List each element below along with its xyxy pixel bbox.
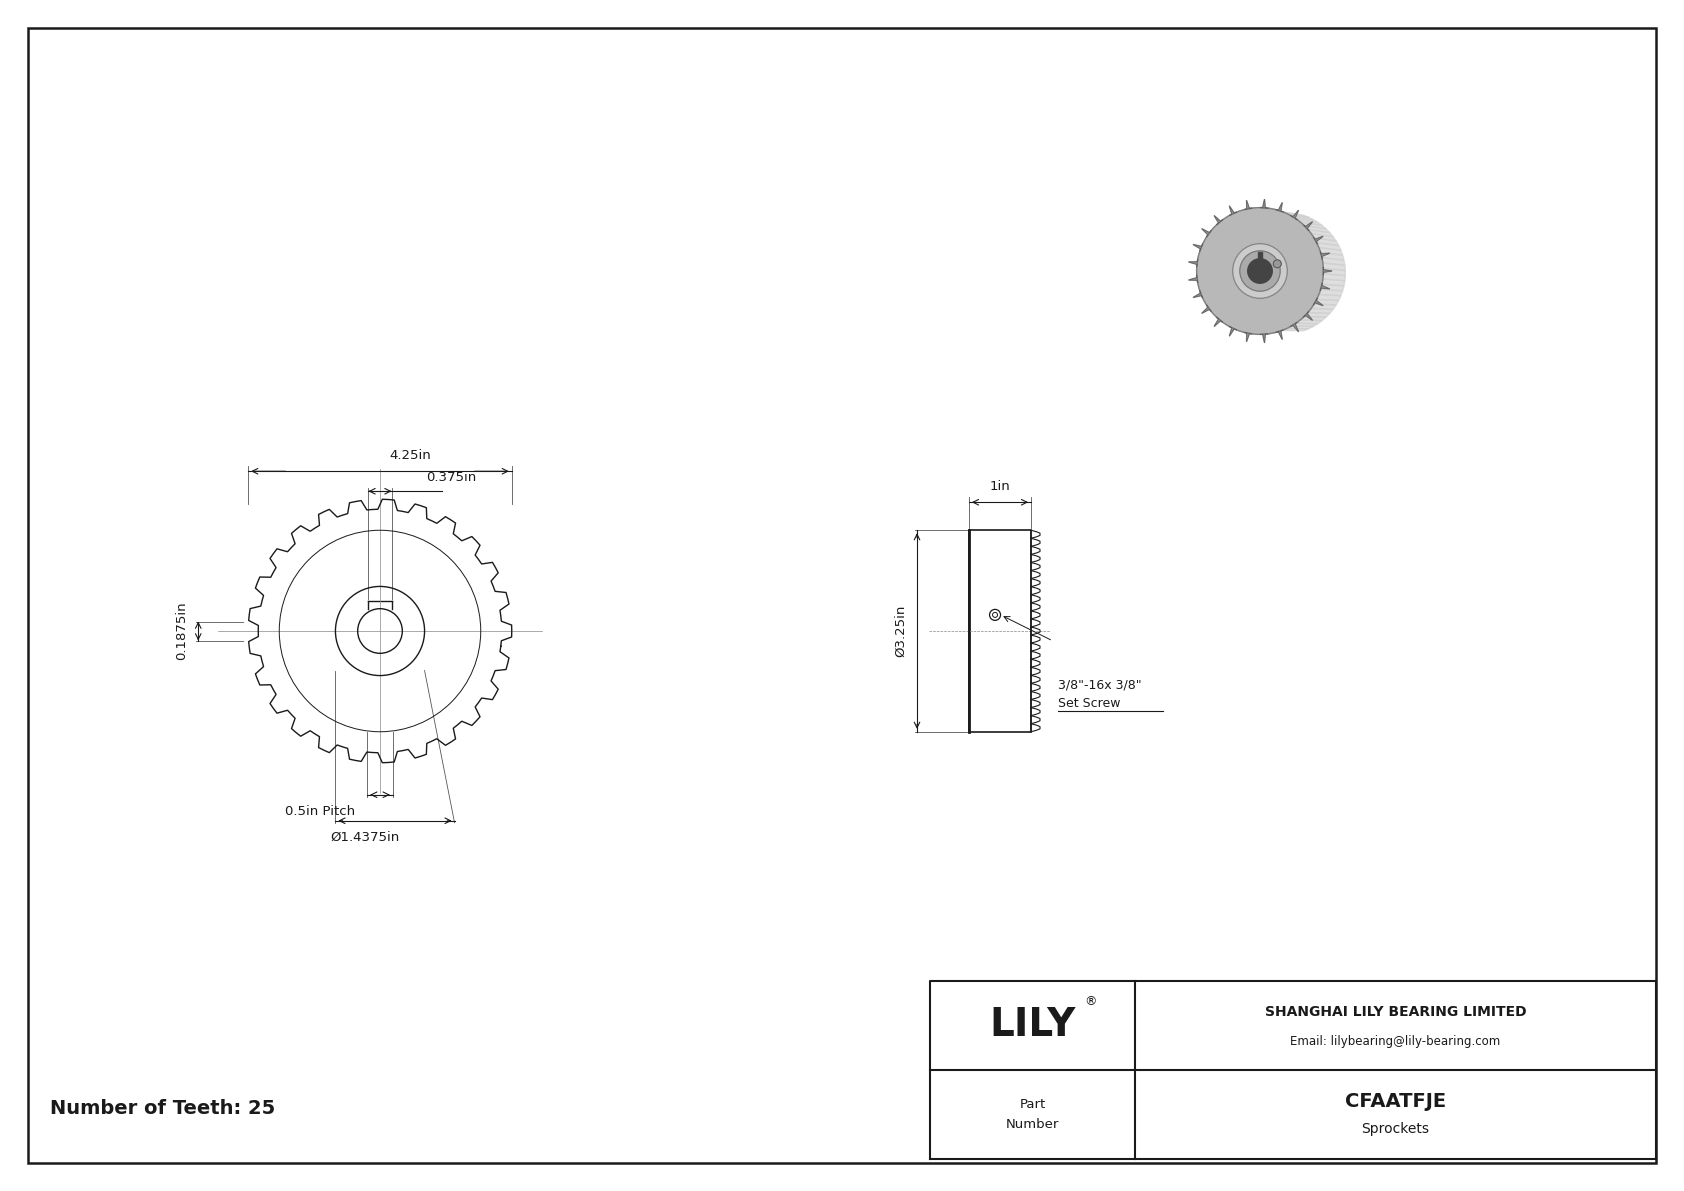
Polygon shape [1300, 317, 1325, 320]
Polygon shape [1317, 294, 1340, 300]
Polygon shape [1192, 244, 1202, 251]
Polygon shape [1229, 326, 1236, 336]
Polygon shape [1314, 299, 1339, 305]
Polygon shape [1317, 243, 1340, 250]
Polygon shape [1303, 312, 1330, 317]
Polygon shape [1308, 308, 1334, 313]
Text: 3/8"-16x 3/8"
Set Screw: 3/8"-16x 3/8" Set Screw [1058, 679, 1142, 710]
Polygon shape [1287, 213, 1314, 219]
Polygon shape [1314, 238, 1339, 245]
Text: Part
Number: Part Number [1005, 1098, 1059, 1131]
Polygon shape [1303, 225, 1330, 232]
Text: 0.5in Pitch: 0.5in Pitch [285, 805, 355, 818]
Polygon shape [1314, 298, 1324, 306]
Polygon shape [1290, 210, 1298, 220]
Text: Number of Teeth: 25: Number of Teeth: 25 [51, 1099, 274, 1118]
Polygon shape [1290, 323, 1298, 332]
Polygon shape [1324, 274, 1346, 281]
Polygon shape [1229, 206, 1236, 216]
Polygon shape [1319, 289, 1342, 295]
Polygon shape [1202, 229, 1211, 237]
Polygon shape [1324, 268, 1346, 275]
Polygon shape [1189, 260, 1197, 267]
Polygon shape [1276, 330, 1283, 339]
Circle shape [1248, 258, 1271, 283]
Polygon shape [1322, 279, 1346, 286]
Circle shape [1273, 260, 1282, 268]
Polygon shape [1192, 291, 1202, 298]
Text: CFAATFJE: CFAATFJE [1346, 1092, 1447, 1111]
Polygon shape [1324, 263, 1346, 270]
Circle shape [1233, 244, 1287, 299]
Polygon shape [1214, 317, 1223, 326]
Polygon shape [1276, 202, 1283, 212]
Polygon shape [1320, 285, 1344, 291]
Polygon shape [1320, 251, 1330, 260]
Polygon shape [1319, 248, 1342, 255]
Polygon shape [1244, 332, 1253, 342]
Bar [1258, 252, 1263, 261]
Polygon shape [1320, 283, 1330, 291]
Text: Ø1.4375in: Ø1.4375in [330, 831, 399, 843]
Polygon shape [1260, 333, 1268, 343]
Text: SHANGHAI LILY BEARING LIMITED: SHANGHAI LILY BEARING LIMITED [1265, 1005, 1526, 1019]
Polygon shape [1324, 267, 1332, 275]
Polygon shape [1312, 233, 1335, 241]
Polygon shape [1282, 212, 1308, 217]
Polygon shape [1308, 230, 1334, 237]
Polygon shape [1244, 200, 1253, 210]
Circle shape [1197, 207, 1324, 335]
Text: 0.375in: 0.375in [426, 472, 477, 485]
Bar [968, 530, 1031, 731]
Text: 4.25in: 4.25in [389, 449, 431, 462]
Polygon shape [1314, 236, 1324, 244]
Text: Ø3.25in: Ø3.25in [894, 605, 908, 657]
Polygon shape [1303, 222, 1312, 231]
Text: ®: ® [1084, 994, 1096, 1008]
Text: LILY: LILY [990, 1006, 1076, 1045]
Polygon shape [1287, 326, 1314, 329]
Polygon shape [1322, 257, 1346, 266]
Text: Sprockets: Sprockets [1361, 1122, 1430, 1136]
Polygon shape [1320, 252, 1344, 260]
Polygon shape [1312, 304, 1335, 310]
Circle shape [1239, 251, 1280, 291]
Text: Email: lilybearing@lily-bearing.com: Email: lilybearing@lily-bearing.com [1290, 1035, 1500, 1048]
Polygon shape [1282, 329, 1308, 331]
Polygon shape [1189, 275, 1197, 283]
Polygon shape [1300, 222, 1325, 229]
Polygon shape [1297, 320, 1322, 324]
Polygon shape [1292, 323, 1319, 326]
Text: 1in: 1in [990, 480, 1010, 493]
Polygon shape [1260, 199, 1268, 208]
Polygon shape [1303, 311, 1312, 320]
Polygon shape [1214, 216, 1223, 225]
Polygon shape [1202, 305, 1211, 313]
Text: 0.1875in: 0.1875in [175, 601, 189, 660]
Polygon shape [1292, 216, 1319, 223]
Polygon shape [1297, 219, 1322, 225]
